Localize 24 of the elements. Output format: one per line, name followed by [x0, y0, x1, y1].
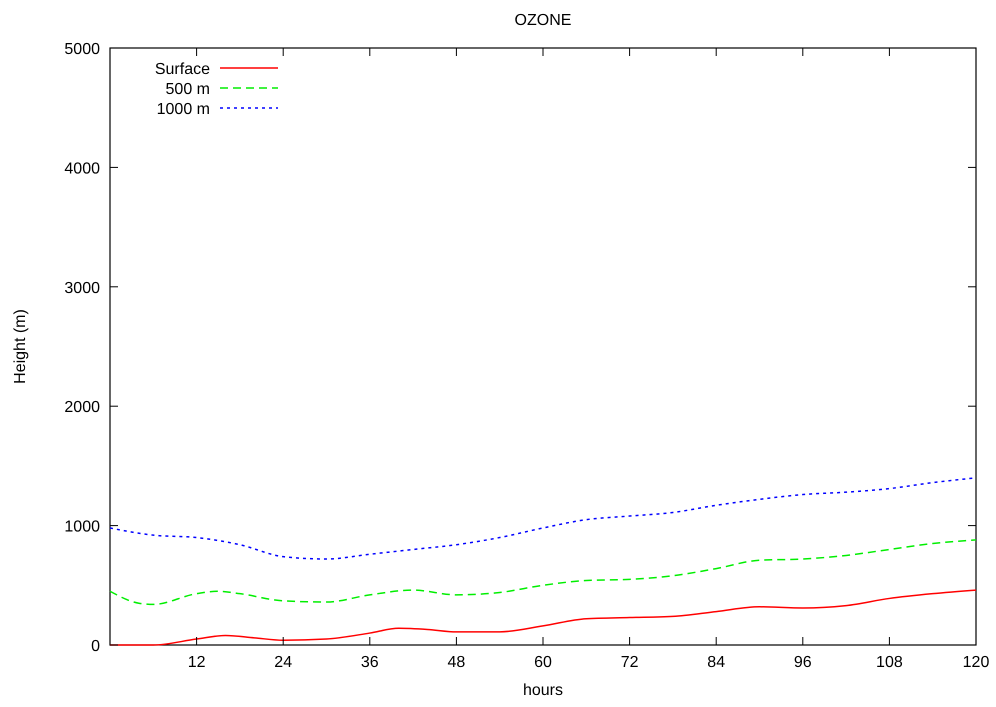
x-tick-label: 72: [620, 654, 639, 671]
legend-label: Surface: [154, 61, 210, 78]
legend-label: 500 m: [166, 81, 210, 98]
x-axis-title: hours: [522, 682, 564, 699]
y-tick-label: 2000: [64, 399, 100, 416]
x-tick-label: 84: [707, 654, 726, 671]
line-series: [109, 589, 977, 646]
legend-label: 1000 m: [156, 101, 210, 118]
y-tick-label: 1000: [64, 518, 100, 536]
x-tick-label: 24: [274, 654, 292, 671]
y-tick-label: 3000: [64, 280, 100, 297]
chart-title: OZONE: [514, 12, 572, 29]
y-tick-label: 0: [91, 638, 100, 655]
y-tick-label: 4000: [64, 160, 100, 178]
x-tick-label: 96: [794, 654, 812, 671]
x-tick-label: 60: [534, 654, 552, 671]
line-series: [109, 539, 977, 606]
x-tick-label: 120: [962, 654, 990, 671]
x-tick-label: 108: [876, 654, 903, 671]
x-tick-label: 48: [448, 654, 466, 671]
x-tick-label: 36: [360, 654, 379, 671]
y-axis-title: Height (m): [12, 309, 29, 384]
x-tick-label: 12: [188, 654, 206, 671]
y-tick-label: 5000: [64, 41, 100, 58]
